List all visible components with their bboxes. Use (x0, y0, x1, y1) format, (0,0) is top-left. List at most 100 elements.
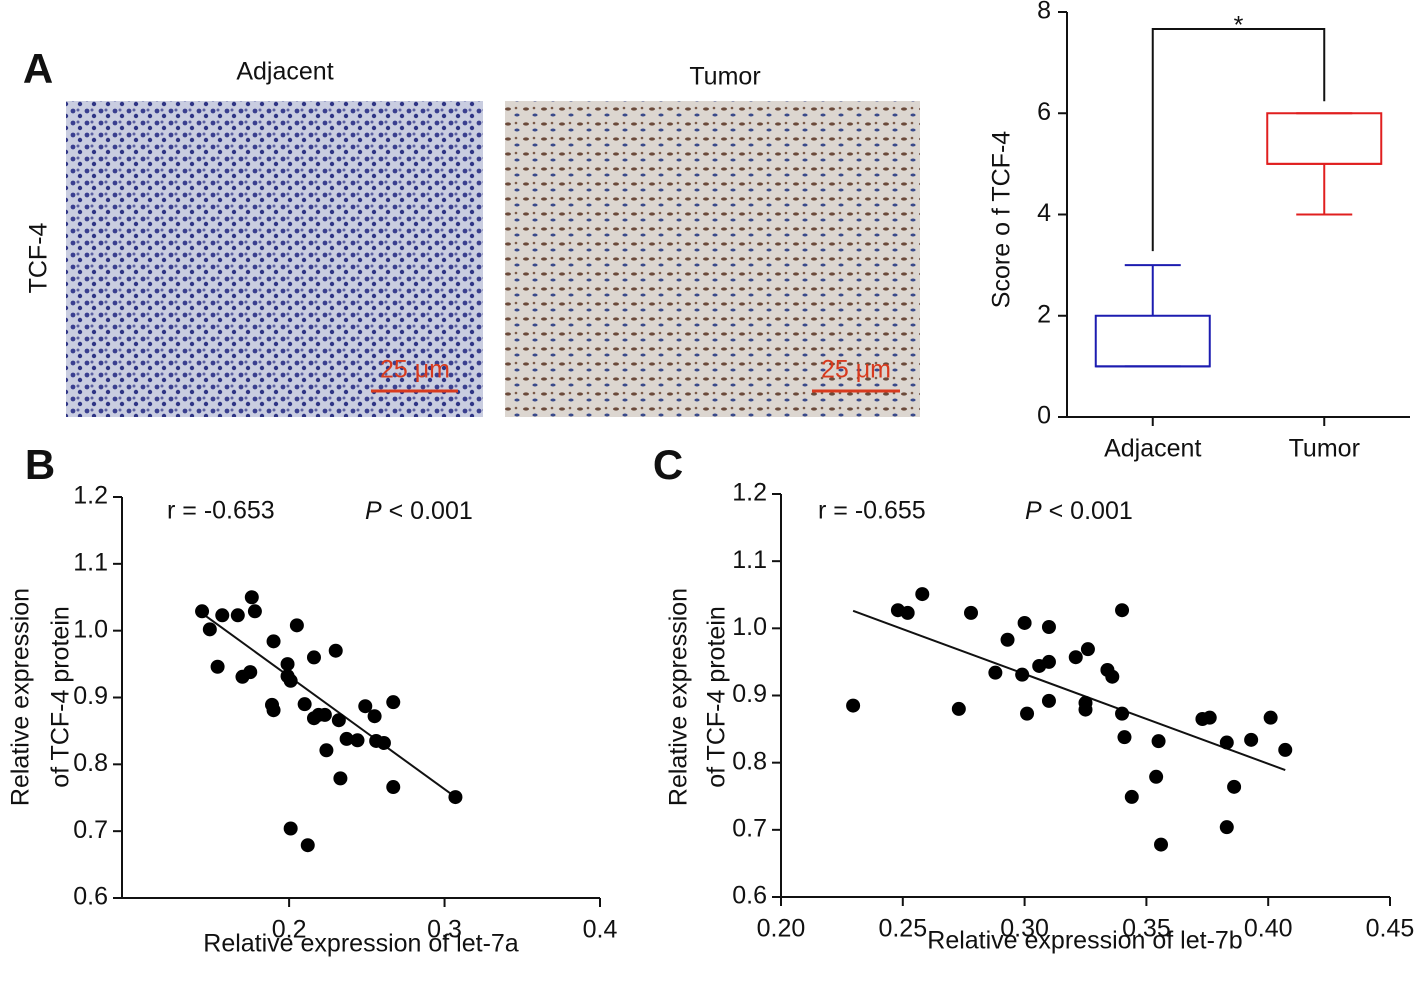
point (1020, 706, 1035, 721)
y-tick-label: 0.8 (732, 747, 767, 775)
box (1094, 314, 1211, 368)
point (1151, 734, 1166, 749)
point (386, 780, 401, 795)
micrograph (66, 101, 483, 417)
x-tick-label: 0.30 (1000, 915, 1049, 943)
point (1227, 779, 1242, 794)
y-tick-label: 0.9 (732, 680, 767, 708)
point (230, 608, 245, 623)
point (306, 650, 321, 665)
point (280, 657, 295, 672)
y-tick-label: 1.2 (732, 479, 767, 507)
fit-line (201, 612, 457, 798)
point (1000, 632, 1015, 647)
row-label: TCF-4 (25, 222, 53, 293)
point (846, 698, 861, 713)
x-tick-label: 0.4 (583, 916, 618, 944)
stat-p: P < 0.001 (1025, 497, 1133, 525)
point (1219, 820, 1234, 835)
y-tick-label: 4 (1037, 199, 1051, 227)
point (202, 622, 217, 637)
point (951, 701, 966, 716)
y-tick-label: 0.9 (73, 682, 108, 710)
panel-label: B (25, 441, 55, 488)
point (266, 634, 281, 649)
stat-p: P < 0.001 (365, 497, 473, 525)
y-tick-label: 1.1 (732, 546, 767, 574)
point (350, 733, 365, 748)
y-tick-label: 1.1 (73, 548, 108, 576)
point (1080, 642, 1095, 657)
box (1266, 112, 1383, 165)
stat-p-symbol: P (1025, 497, 1042, 525)
y-tick-label: 0.6 (732, 882, 767, 910)
y-tick-label: 1.2 (73, 482, 108, 510)
x-axis-label: Relative expression of let-7a (203, 930, 519, 958)
point (1068, 650, 1083, 665)
y-axis-label: of TCF-4 protein (47, 606, 75, 788)
point (247, 604, 262, 619)
y-tick-label: 0.6 (73, 883, 108, 911)
point (333, 771, 348, 786)
x-tick-label: 0.35 (1122, 915, 1171, 943)
point (448, 790, 463, 805)
stat-p-symbol: P (365, 497, 382, 525)
stat-p-value: < 0.001 (389, 497, 473, 525)
point (1041, 654, 1056, 669)
point (297, 697, 312, 712)
point (1015, 667, 1030, 682)
y-tick-label: 6 (1037, 98, 1051, 126)
x-tick-label: 0.20 (757, 915, 806, 943)
y-axis-label: Relative expression (665, 588, 693, 806)
point (1041, 693, 1056, 708)
significance-label: * (1234, 12, 1244, 40)
x-tick-label: 0.45 (1366, 915, 1415, 943)
x-tick-label: 0.25 (878, 915, 927, 943)
point (1263, 710, 1278, 725)
fit-line (852, 609, 1286, 771)
point (210, 659, 225, 674)
point (319, 743, 334, 758)
x-axis-label: Relative expression of let-7b (927, 927, 1242, 955)
y-tick-label: 0.7 (732, 814, 767, 842)
y-axis-label: of TCF-4 protein (703, 606, 731, 788)
point (339, 731, 354, 746)
x-tick-label: 0.2 (272, 916, 307, 944)
point (1202, 710, 1217, 725)
point (1149, 769, 1164, 784)
point (244, 590, 259, 605)
y-axis-label: Score o f TCF-4 (988, 131, 1016, 308)
point (300, 838, 315, 853)
point (358, 699, 373, 714)
image-title: Tumor (689, 63, 760, 91)
image-title: Adjacent (236, 58, 333, 86)
point (243, 665, 258, 680)
point (195, 604, 210, 619)
point (283, 821, 298, 836)
y-tick-label: 0.7 (73, 816, 108, 844)
point (1017, 615, 1032, 630)
scale-bar-label: 25 μm (821, 356, 891, 384)
point (1219, 735, 1234, 750)
point (1115, 603, 1130, 618)
point (1078, 702, 1093, 717)
point (900, 605, 915, 620)
y-tick-label: 2 (1037, 300, 1051, 328)
y-tick-label: 0 (1037, 402, 1051, 430)
point (964, 605, 979, 620)
point (331, 713, 346, 728)
scale-bar-label: 25 μm (380, 356, 450, 384)
point (915, 587, 930, 602)
stat-r: r = -0.653 (167, 497, 275, 525)
point (215, 608, 230, 623)
point (1124, 789, 1139, 804)
y-axis-label: Relative expression (7, 588, 35, 806)
stat-r: r = -0.655 (818, 497, 926, 525)
point (1278, 742, 1293, 757)
point (988, 665, 1003, 680)
panel-label: C (653, 441, 683, 488)
point (317, 707, 332, 722)
point (289, 618, 304, 633)
x-tick-label: 0.40 (1244, 915, 1293, 943)
